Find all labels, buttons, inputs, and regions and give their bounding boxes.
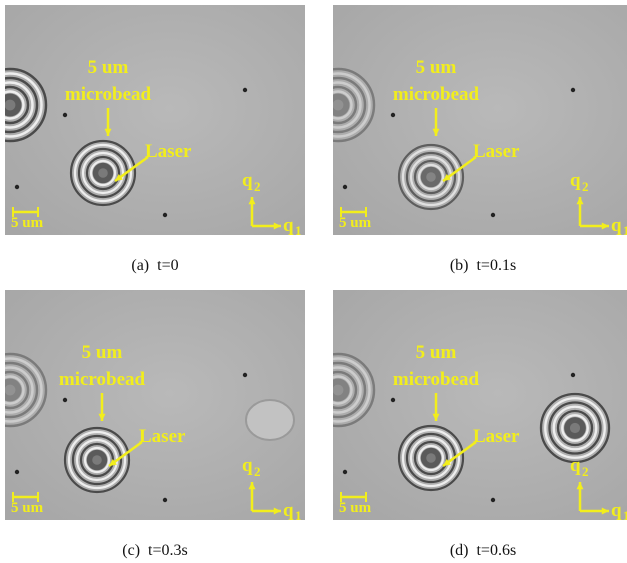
axis-label: q xyxy=(283,500,294,520)
scale-label: 5 um xyxy=(11,215,44,231)
panel: 5 ummicrobeadLaser5 umq2q1 xyxy=(5,290,305,520)
caption: (a) t=0 xyxy=(5,257,305,275)
axis-subscript: 2 xyxy=(254,179,261,194)
bead-label: 5 um xyxy=(88,57,129,78)
scale-label: 5 um xyxy=(339,215,372,231)
speck xyxy=(63,113,67,117)
core-center xyxy=(5,100,15,111)
blob xyxy=(246,400,294,440)
axis-subscript: 2 xyxy=(582,179,589,194)
bead-label: 5 um xyxy=(416,342,457,363)
bead-label: microbead xyxy=(65,84,152,105)
speck xyxy=(491,213,495,217)
axis-subscript: 2 xyxy=(254,464,261,479)
bead-label: microbead xyxy=(393,84,480,105)
caption: (d) t=0.6s xyxy=(333,542,627,560)
background xyxy=(333,5,627,235)
background xyxy=(5,5,305,235)
core-center xyxy=(333,100,343,111)
bead-label: microbead xyxy=(393,369,480,390)
axis-subscript: 1 xyxy=(295,223,302,235)
laser-label: Laser xyxy=(473,426,520,447)
speck xyxy=(343,470,347,474)
laser-label: Laser xyxy=(139,426,186,447)
axis-label: q xyxy=(611,500,622,520)
scale-label: 5 um xyxy=(339,500,372,516)
speck xyxy=(63,398,67,402)
speck xyxy=(15,470,19,474)
speck xyxy=(391,398,395,402)
speck xyxy=(491,498,495,502)
laser-label: Laser xyxy=(473,141,520,162)
axis-label: q xyxy=(570,455,581,476)
axis-subscript: 1 xyxy=(623,223,627,235)
speck xyxy=(163,498,167,502)
core-center xyxy=(98,168,108,178)
core-center xyxy=(333,385,343,396)
figure: 5 ummicrobeadLaser5 umq2q1(a) t=05 ummic… xyxy=(0,0,627,563)
speck xyxy=(391,113,395,117)
core-center xyxy=(426,172,436,182)
caption: (b) t=0.1s xyxy=(333,257,627,275)
axis-subscript: 1 xyxy=(295,508,302,520)
axis-label: q xyxy=(242,455,253,476)
speck xyxy=(571,88,575,92)
scale-label: 5 um xyxy=(11,500,44,516)
axis-subscript: 1 xyxy=(623,508,627,520)
axis-label: q xyxy=(611,215,622,235)
axis-label: q xyxy=(570,170,581,191)
speck xyxy=(243,373,247,377)
axis-label: q xyxy=(242,170,253,191)
core-center xyxy=(570,423,580,433)
bead-label: 5 um xyxy=(416,57,457,78)
axis-subscript: 2 xyxy=(582,464,589,479)
speck xyxy=(163,213,167,217)
speck xyxy=(571,373,575,377)
background xyxy=(333,290,627,520)
laser-label: Laser xyxy=(145,141,192,162)
core-center xyxy=(92,455,102,465)
bead-label: microbead xyxy=(59,369,146,390)
speck xyxy=(243,88,247,92)
speck xyxy=(15,185,19,189)
core-center xyxy=(426,453,436,463)
axis-label: q xyxy=(283,215,294,235)
bead-label: 5 um xyxy=(82,342,123,363)
speck xyxy=(343,185,347,189)
caption: (c) t=0.3s xyxy=(5,542,305,560)
core-center xyxy=(5,385,15,396)
